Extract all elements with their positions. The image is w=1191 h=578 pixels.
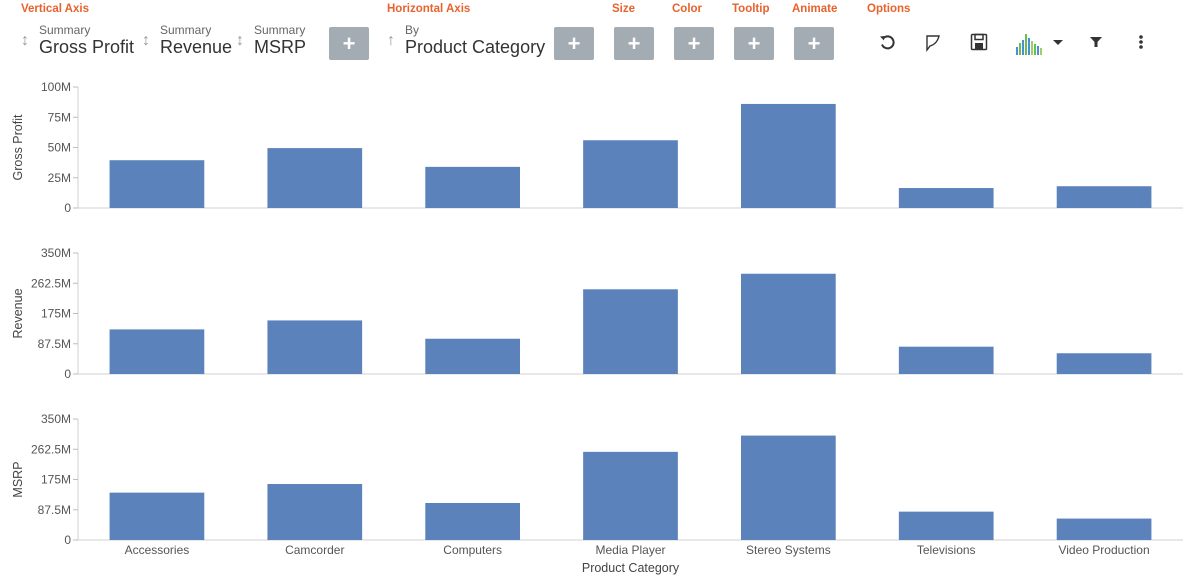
bar-computers [425, 338, 520, 374]
bar-televisions [898, 346, 994, 374]
more-vert-icon[interactable] [1127, 28, 1155, 56]
bar-video-production [1056, 518, 1152, 540]
chart-type-icon[interactable] [1013, 28, 1047, 56]
y-axis-title: Revenue [11, 288, 25, 338]
x-tick-label: Computers [443, 543, 502, 557]
y-tick-label: 87.5M [38, 337, 71, 351]
field-name: MSRP [254, 37, 307, 57]
bar-computers [425, 166, 520, 208]
x-tick-label: Televisions [917, 543, 976, 557]
bar-televisions [898, 188, 994, 208]
x-tick-label: Video Production [1058, 543, 1149, 557]
horizontal-field-product-category[interactable]: ↑ By Product Category [387, 22, 547, 62]
sort-ascending-icon[interactable]: ↑ [387, 32, 395, 49]
bar-accessories [109, 160, 205, 208]
size-label: Size [612, 3, 636, 15]
field-name: Gross Profit [39, 37, 135, 57]
y-tick-label: 350M [41, 412, 71, 426]
tooltip-label: Tooltip [732, 3, 770, 15]
y-axis-title: Gross Profit [11, 114, 25, 181]
add-animate-button[interactable]: + [794, 27, 834, 60]
chart-toolbar: Vertical Axis Horizontal Axis Size Color… [0, 0, 1191, 70]
x-tick-label: Media Player [595, 543, 665, 557]
bar-stereo-systems [741, 273, 836, 374]
field-aggregate: By [405, 23, 420, 37]
y-tick-label: 0 [64, 533, 71, 547]
horizontal-axis-label: Horizontal Axis [387, 3, 471, 15]
x-tick-label: Camcorder [285, 543, 344, 557]
brush-icon[interactable] [919, 28, 947, 56]
bar-computers [425, 503, 520, 540]
add-vertical-field-button[interactable]: + [329, 27, 369, 60]
y-tick-label: 0 [64, 201, 71, 215]
bar-video-production [1056, 186, 1152, 208]
x-axis-title: Product Category [582, 561, 680, 575]
color-label: Color [672, 3, 703, 15]
field-name: Revenue [160, 37, 233, 57]
vertical-axis-label: Vertical Axis [21, 3, 89, 15]
bar-accessories [109, 492, 205, 540]
bar-camcorder [267, 483, 363, 540]
add-size-button[interactable]: + [614, 27, 654, 60]
filter-icon[interactable] [1082, 28, 1110, 56]
save-icon[interactable] [965, 28, 993, 56]
bar-camcorder [267, 148, 363, 208]
bar-media-player [583, 289, 678, 374]
bar-stereo-systems [741, 103, 836, 208]
x-tick-label: Accessories [125, 543, 190, 557]
bar-media-player [583, 451, 678, 540]
add-horizontal-field-button[interactable]: + [554, 27, 594, 60]
bar-chart: 0 25M 50M 75M 100M Gross Profit 0 87.5M 175M 262.… [11, 80, 1183, 575]
bar-televisions [898, 511, 994, 540]
y-tick-label: 262.5M [31, 276, 71, 290]
sort-icon[interactable]: ↕ [236, 32, 244, 49]
bar-camcorder [267, 320, 363, 374]
sort-icon[interactable]: ↕ [142, 32, 150, 49]
y-tick-label: 75M [48, 110, 71, 124]
y-tick-label: 0 [64, 367, 71, 381]
x-tick-label: Stereo Systems [746, 543, 831, 557]
bar-video-production [1056, 353, 1152, 374]
y-tick-label: 100M [41, 80, 71, 94]
add-color-button[interactable]: + [674, 27, 714, 60]
field-aggregate: Summary [39, 23, 91, 37]
bar-media-player [583, 140, 678, 208]
y-tick-label: 350M [41, 246, 71, 260]
field-aggregate: Summary [160, 23, 212, 37]
y-tick-label: 175M [41, 473, 71, 487]
bar-accessories [109, 329, 205, 374]
y-tick-label: 175M [41, 307, 71, 321]
y-tick-label: 262.5M [31, 442, 71, 456]
undo-icon[interactable] [873, 28, 901, 56]
dropdown-caret-icon[interactable] [1049, 28, 1067, 56]
field-name: Product Category [405, 37, 546, 57]
animate-label: Animate [792, 3, 838, 15]
add-tooltip-button[interactable]: + [734, 27, 774, 60]
sort-icon[interactable]: ↕ [21, 32, 29, 49]
y-tick-label: 50M [48, 141, 71, 155]
options-label: Options [867, 3, 911, 15]
y-tick-label: 87.5M [38, 503, 71, 517]
y-tick-label: 25M [48, 171, 71, 185]
vertical-field-revenue[interactable]: ↕ Summary Revenue [142, 22, 237, 62]
vertical-field-gross-profit[interactable]: ↕ Summary Gross Profit [21, 22, 141, 62]
bar-stereo-systems [741, 435, 836, 540]
vertical-field-msrp[interactable]: ↕ Summary MSRP [236, 22, 321, 62]
field-aggregate: Summary [254, 23, 306, 37]
y-axis-title: MSRP [11, 461, 25, 497]
